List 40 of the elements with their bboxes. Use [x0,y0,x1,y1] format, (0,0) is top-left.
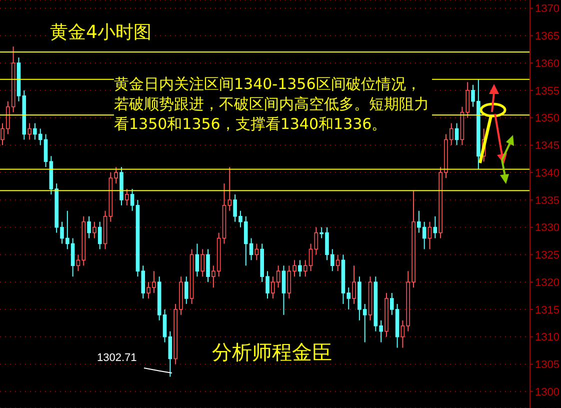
y-tick-label: 1305 [535,359,560,372]
candlestick [200,248,204,278]
candlestick [162,308,167,343]
y-tick-label: 1360 [535,58,560,70]
y-tick-label: 1310 [535,332,560,344]
candlestick [298,260,302,278]
y-tick-label: 1315 [535,304,560,316]
candlestick [184,276,188,304]
candlestick [92,221,96,239]
candlestick [87,216,91,239]
candlestick [314,226,318,256]
candlestick [433,216,438,239]
candlestick [454,122,459,146]
annotation: 黄金日内关注区间1340-1356区间破位情况，若破顺势跟进，不破区间内高空低多。短期阻力看1350和1356，支撑看1340和1336。 [114,74,432,134]
y-tick-label: 1365 [535,30,560,42]
y-tick-label: 1325 [535,250,560,262]
y-tick-label: 1335 [535,194,560,207]
annotation: 1302.71 [97,352,137,365]
candlestick [195,243,200,278]
y-tick-label: 1300 [535,386,560,398]
candlestick [130,188,134,212]
y-tick-label: 1340 [535,167,560,180]
candlestick [98,221,102,250]
candlestick [206,248,210,283]
candlestick [124,188,129,206]
y-tick-label: 1370 [535,3,560,16]
y-tick-label: 1320 [535,276,560,289]
candlestick [282,265,286,316]
y-tick-label: 1350 [535,112,560,125]
candlestick [168,330,172,378]
candlestick [428,221,432,250]
text: 黄金4小时图 [50,22,152,44]
candlestick [352,265,356,304]
candlestick [254,243,259,261]
candlestick [336,254,340,272]
annotation: 分析师程金臣 [212,340,332,364]
y-tick-label: 1355 [535,85,560,98]
y-tick-label: 1345 [535,140,560,152]
y-tick-label: 1330 [535,222,560,234]
candlestick [28,122,32,140]
